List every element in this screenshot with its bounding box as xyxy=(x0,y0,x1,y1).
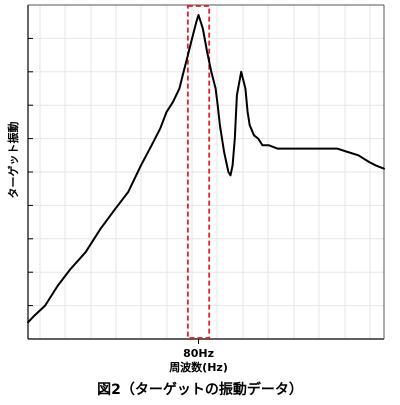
y-axis-label: ターゲット振動 xyxy=(7,121,20,199)
x-tick-label: 80Hz xyxy=(183,347,214,360)
x-axis-label: 周波数(Hz) xyxy=(169,360,228,374)
highlight-band-80hz xyxy=(186,5,211,339)
y-axis-label-wrap: ターゲット振動 xyxy=(2,90,24,230)
vibration-series-line xyxy=(27,14,385,324)
figure-caption: 図2（ターゲットの振動データ） xyxy=(97,382,303,398)
